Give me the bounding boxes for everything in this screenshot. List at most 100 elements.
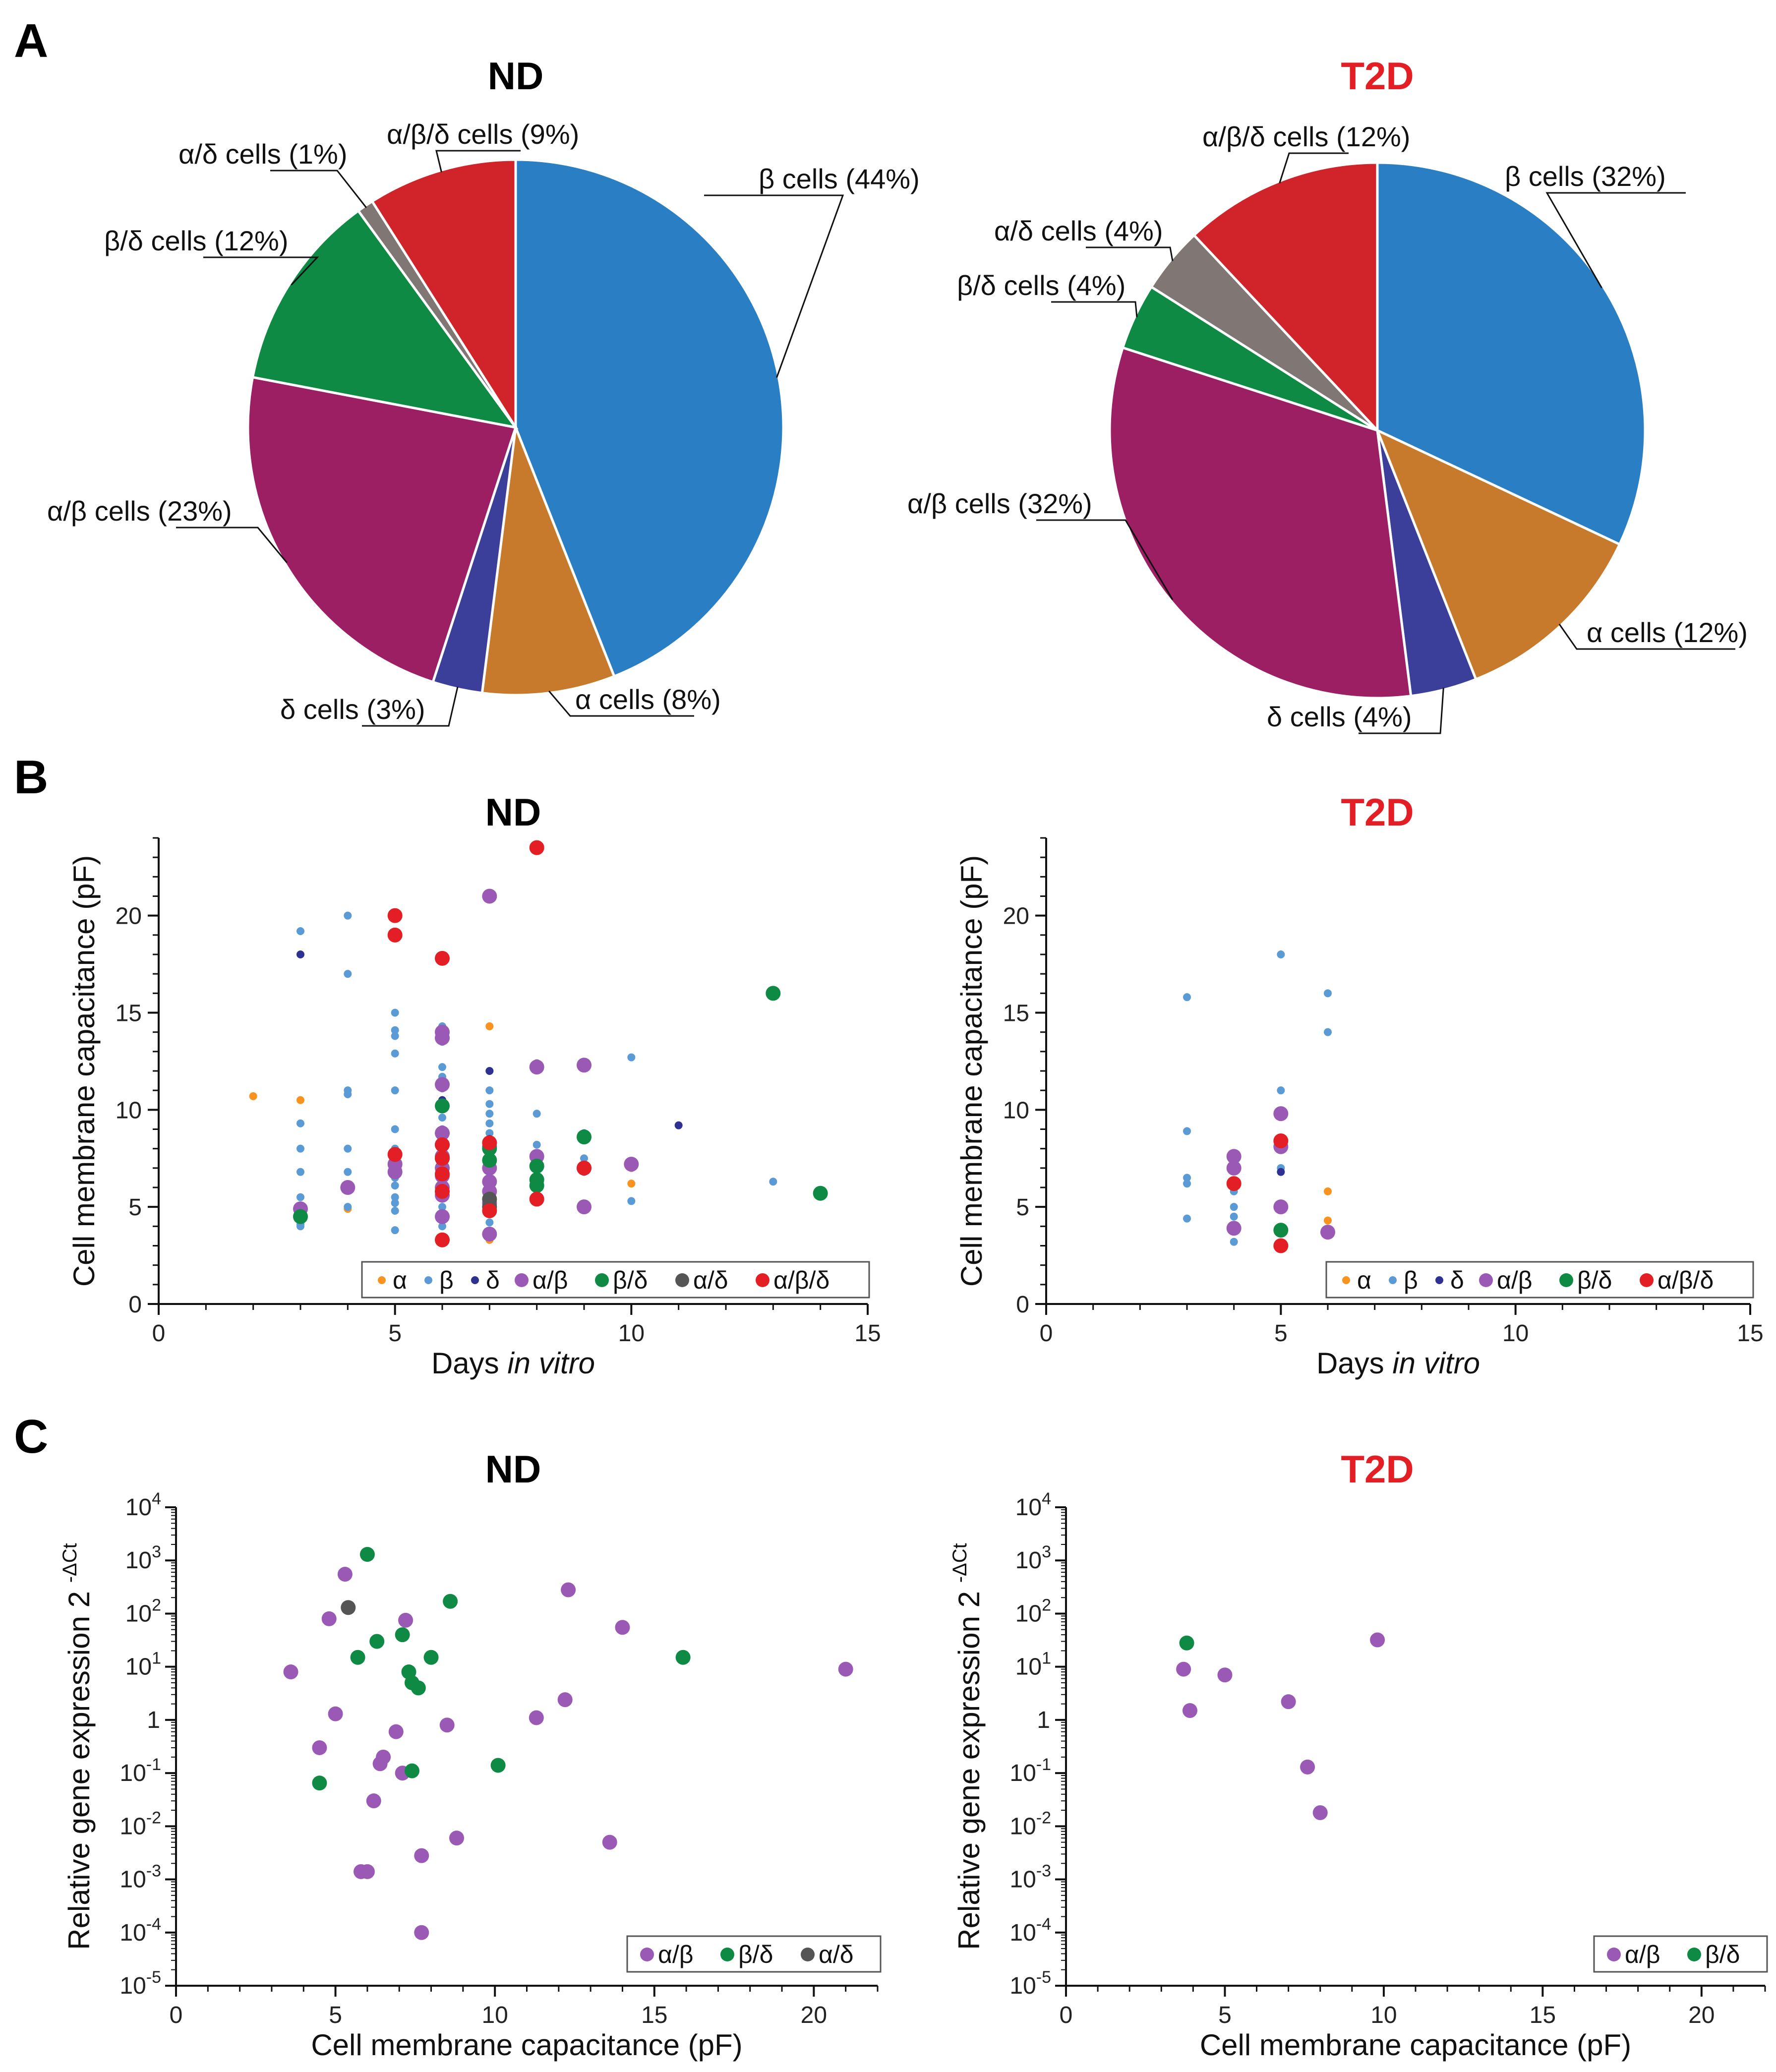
pie-slice-beta-cells xyxy=(1376,161,1647,546)
pie-label-beta-cells: β cells (44%) xyxy=(759,163,920,194)
legend-label-alpha-beta: α/β xyxy=(658,1941,694,1968)
data-point-beta xyxy=(344,1203,352,1211)
data-point-beta xyxy=(1183,1174,1191,1182)
legend: α β δ α/β β/δ α/δ α/β/δ xyxy=(361,1261,870,1299)
legend-label-alpha-delta: α/δ xyxy=(819,1941,854,1968)
pie-leader-alpha-cells xyxy=(1558,623,1735,650)
data-point-alpha-beta xyxy=(1273,1106,1289,1122)
pie-label-alpha-cells: α cells (12%) xyxy=(1587,617,1748,648)
legend-label-beta-delta: β/δ xyxy=(1577,1266,1612,1294)
data-point-beta-delta xyxy=(423,1650,439,1665)
data-point-beta xyxy=(391,1008,399,1017)
data-point-beta xyxy=(1277,950,1285,958)
data-point-alpha-beta xyxy=(1281,1694,1296,1710)
pie-leader-alpha-delta-cells xyxy=(270,170,367,208)
data-point-alpha-beta xyxy=(376,1749,391,1765)
pie-leader-beta-cells xyxy=(1545,192,1686,289)
data-point-alpha-beta xyxy=(1320,1225,1335,1240)
data-point-beta-delta xyxy=(293,1209,308,1224)
legend-box xyxy=(1325,1261,1754,1299)
legend: α/β β/δ α/δ xyxy=(626,1935,882,1973)
scatter-capacitance-vs-days-nd: ND 0 5 10 15 0 5 10 15 20 Days in vitro Cell membra… xyxy=(67,790,881,1380)
data-point-alpha-beta xyxy=(529,1060,544,1075)
data-point-alpha-beta xyxy=(1217,1667,1233,1683)
data-point-beta-delta xyxy=(577,1129,592,1145)
x-tick-label: 5 xyxy=(1274,1320,1288,1347)
x-axis-label: Cell membrane capacitance (pF) xyxy=(1200,2028,1631,2062)
data-point-alpha-beta-delta xyxy=(482,1135,497,1150)
data-point-alpha-beta xyxy=(283,1664,298,1680)
pie-label-alpha-beta-cells: α/β cells (32%) xyxy=(907,488,1092,519)
pie-slice-beta-cells xyxy=(514,158,785,678)
data-point-alpha-beta xyxy=(340,1180,355,1195)
x-tick-label: 5 xyxy=(1218,2002,1232,2028)
x-tick-label: 15 xyxy=(1530,2002,1556,2028)
x-tick-label: 10 xyxy=(618,1320,645,1347)
data-point-alpha-beta-delta xyxy=(529,840,544,855)
data-point-beta-delta xyxy=(350,1650,365,1665)
data-point-alpha-beta xyxy=(602,1835,617,1850)
data-point-beta-delta xyxy=(443,1594,458,1609)
y-tick-label: 104 xyxy=(1015,1489,1051,1521)
data-point-beta-delta xyxy=(482,1153,497,1168)
y-tick-label: 10-5 xyxy=(119,1968,161,1999)
y-tick-label: 10-3 xyxy=(119,1862,161,1893)
data-point-beta-delta xyxy=(404,1763,419,1778)
legend-marker-alpha-beta xyxy=(1607,1948,1621,1961)
data-point-beta-delta xyxy=(312,1776,327,1791)
legend-marker-alpha-beta-delta xyxy=(1640,1273,1654,1287)
x-tick-label: 0 xyxy=(170,2002,183,2028)
pie-slice-alpha-beta-cells xyxy=(246,375,518,684)
data-point-beta xyxy=(1183,1180,1191,1188)
pie-slice-alpha-beta-delta-cells xyxy=(1192,161,1379,434)
data-point-alpha-beta xyxy=(577,1199,592,1215)
x-axis-label: Days in vitro xyxy=(431,1347,595,1380)
legend: α/β β/δ xyxy=(1593,1935,1768,1973)
data-point-beta xyxy=(296,1168,304,1176)
pie-slice-beta-delta-cells xyxy=(251,209,519,429)
scatter-expression-vs-capacitance-t2d: T2D 0 5 10 15 20 10-5 10-4 10-3 10-2 10-1 1 101 102 10… xyxy=(949,1447,1768,2062)
data-point-alpha-beta xyxy=(398,1612,414,1628)
legend-label-alpha-beta-delta: α/β/δ xyxy=(1658,1266,1714,1294)
pie-leader-delta-cells xyxy=(362,686,459,727)
legend-marker-beta xyxy=(424,1276,432,1284)
data-point-alpha-beta xyxy=(328,1706,343,1721)
y-tick-label: 101 xyxy=(125,1649,161,1680)
pie-leader-alpha-cells xyxy=(548,690,694,717)
y-tick-label: 0 xyxy=(1016,1292,1029,1318)
data-point-beta-delta xyxy=(395,1627,410,1643)
data-point-beta xyxy=(344,1144,352,1153)
data-point-beta xyxy=(1183,1127,1191,1135)
data-point-beta xyxy=(391,1049,399,1058)
x-tick-label: 20 xyxy=(1688,2002,1715,2028)
pie-leader-alpha-beta-delta-cells xyxy=(435,150,521,173)
data-point-alpha-beta xyxy=(414,1925,429,1940)
data-point-beta xyxy=(391,1199,399,1207)
data-point-delta xyxy=(485,1067,494,1075)
pie-leader-alpha-beta-cells xyxy=(1036,519,1174,600)
data-point-alpha-beta-delta xyxy=(387,927,403,943)
legend-marker-alpha-beta-delta xyxy=(756,1273,770,1287)
legend-marker-alpha-beta xyxy=(640,1948,654,1961)
data-point-alpha-beta xyxy=(435,1209,450,1224)
data-point-beta-delta xyxy=(435,1098,450,1114)
data-point-beta xyxy=(485,1100,494,1108)
data-point-beta-delta xyxy=(490,1758,506,1773)
data-point-beta xyxy=(1230,1238,1238,1246)
data-point-beta xyxy=(438,1222,446,1231)
data-point-beta-delta xyxy=(529,1178,544,1193)
data-point-beta-delta xyxy=(359,1547,375,1562)
x-tick-label: 10 xyxy=(1502,1320,1529,1347)
data-point-alpha-beta xyxy=(1300,1759,1315,1775)
data-point-alpha-beta xyxy=(624,1157,639,1172)
data-point-alpha-beta-delta xyxy=(435,1151,450,1166)
data-point-alpha-beta xyxy=(1273,1199,1289,1215)
data-point-beta xyxy=(533,1110,541,1118)
legend-box xyxy=(1593,1935,1768,1973)
pie-label-alpha-beta-cells: α/β cells (23%) xyxy=(47,495,232,527)
data-point-alpha-beta xyxy=(435,1125,450,1141)
data-point-alpha-beta-delta xyxy=(482,1203,497,1218)
pie-label-alpha-cells: α cells (8%) xyxy=(575,684,721,715)
data-point-delta xyxy=(1277,1168,1285,1176)
